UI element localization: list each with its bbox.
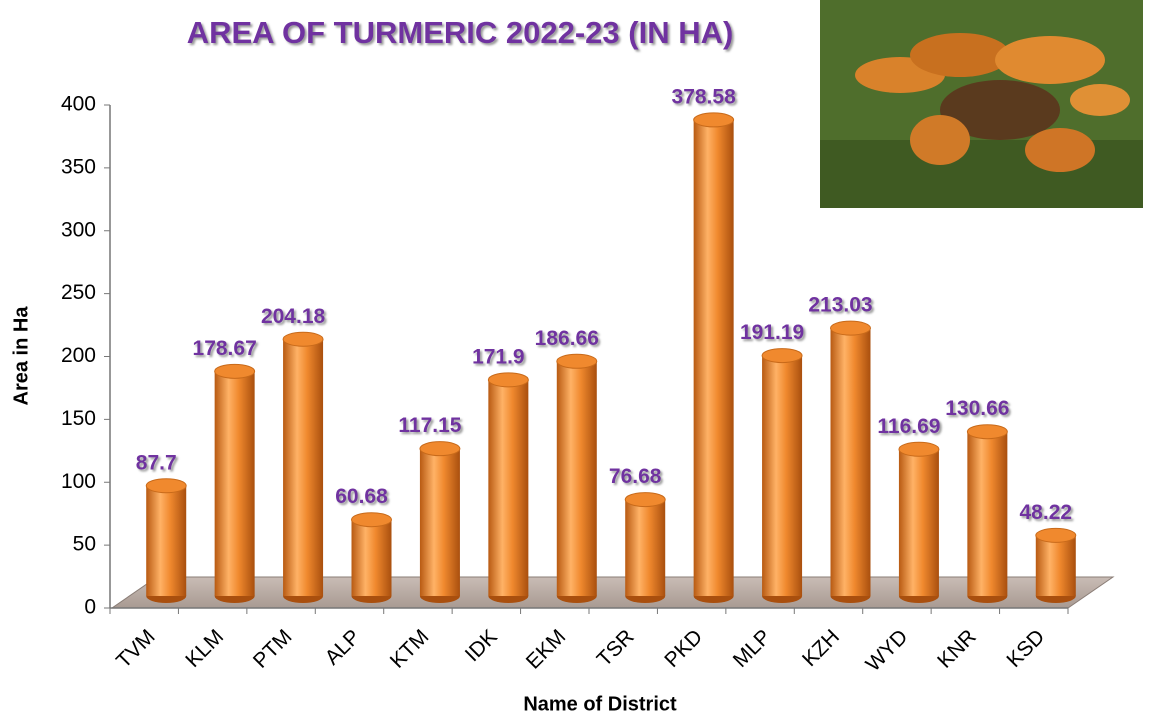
x-tick-label: MLP [729, 625, 776, 672]
y-tick-label: 0 [84, 596, 96, 619]
x-tick-label: TSR [593, 625, 639, 671]
x-tick-label: KLM [181, 625, 228, 672]
value-label: 191.19 [740, 321, 804, 344]
bar-top [146, 479, 186, 493]
bar [694, 120, 734, 596]
y-tick-label: 50 [73, 533, 96, 556]
value-label: 87.7 [136, 451, 177, 474]
x-tick-label: WYD [861, 625, 912, 676]
value-label: 76.68 [609, 465, 662, 488]
bar [967, 432, 1007, 596]
bar-top [831, 321, 871, 335]
floor [112, 577, 1113, 608]
bar [557, 361, 597, 596]
bar [831, 328, 871, 596]
bar-top [283, 332, 323, 346]
bar [420, 449, 460, 596]
chart-title: AREA OF TURMERIC 2022-23 (IN HA) [187, 15, 734, 50]
value-label: 130.66 [945, 397, 1009, 420]
y-tick-label: 250 [61, 281, 96, 304]
value-label: 117.15 [398, 414, 461, 437]
x-tick-label: PTM [249, 625, 297, 673]
value-label: 171.9 [472, 345, 525, 368]
x-axis-title: Name of District [523, 693, 677, 715]
y-tick-label: 100 [61, 470, 96, 493]
bar-top [762, 349, 802, 363]
bar [762, 356, 802, 596]
bar [352, 520, 392, 596]
value-label: 48.22 [1020, 501, 1073, 524]
bar [215, 371, 255, 596]
x-tick-label: IDK [461, 625, 502, 666]
bar [488, 380, 528, 596]
bar [625, 500, 665, 596]
y-tick-label: 200 [61, 344, 96, 367]
bar-top [215, 364, 255, 378]
bar-top [1036, 528, 1076, 542]
value-label: 116.69 [877, 415, 940, 438]
value-label: 378.58 [672, 85, 737, 108]
x-tick-label: EKM [522, 625, 570, 673]
bar-top [694, 113, 734, 127]
value-label: 204.18 [261, 305, 326, 328]
bar [899, 449, 939, 596]
bar-top [420, 442, 460, 456]
x-tick-label: KSD [1002, 625, 1049, 672]
bar-top [557, 354, 597, 368]
chart: AREA OF TURMERIC 2022-23 (IN HA) Name of… [0, 0, 1155, 715]
x-tick-label: ALP [321, 625, 365, 669]
y-tick-label: 300 [61, 218, 96, 241]
value-label: 60.68 [335, 485, 388, 508]
value-label: 213.03 [808, 294, 872, 317]
photo [820, 0, 1143, 208]
bar-top [352, 513, 392, 527]
y-axis-title: Area in Ha [10, 306, 32, 406]
x-tick-label: KNR [933, 625, 981, 673]
bar [283, 339, 323, 596]
value-label: 178.67 [193, 337, 257, 360]
x-tick-label: KTM [386, 625, 434, 673]
bar-top [967, 425, 1007, 439]
value-label: 186.66 [535, 327, 599, 350]
y-tick-label: 150 [61, 407, 96, 430]
x-tick-label: KZH [798, 625, 844, 671]
bar-top [625, 493, 665, 507]
y-tick-label: 350 [61, 155, 96, 178]
bar-top [488, 373, 528, 387]
x-tick-label: TVM [112, 625, 160, 673]
x-tick-label: PKD [660, 625, 707, 672]
bar [146, 486, 186, 596]
bar [1036, 535, 1076, 596]
y-tick-label: 400 [61, 93, 96, 116]
bar-top [899, 442, 939, 456]
